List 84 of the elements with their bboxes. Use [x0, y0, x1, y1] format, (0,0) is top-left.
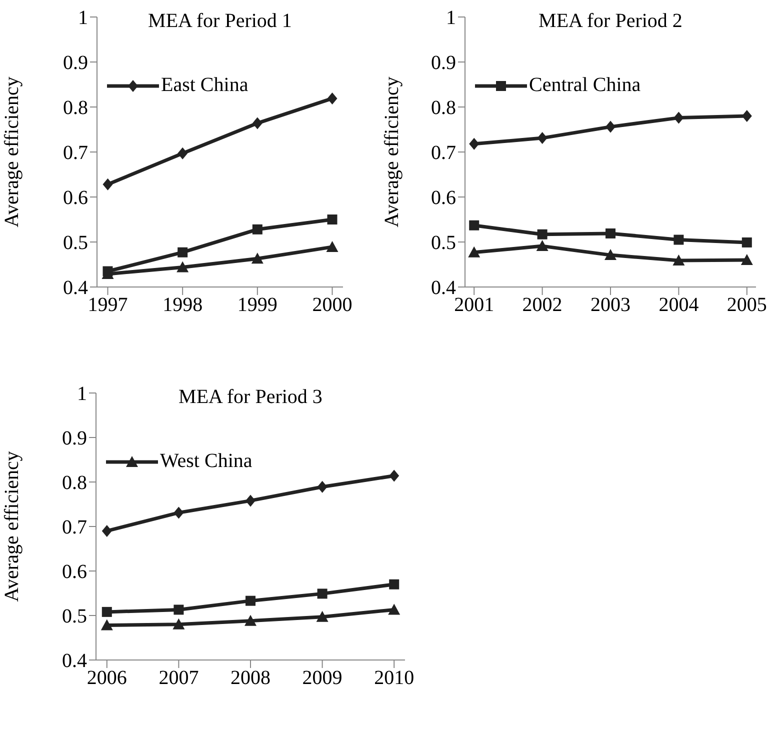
y-axis-title: Average efficiency [1, 451, 24, 602]
point [316, 610, 328, 622]
point [174, 506, 184, 519]
y-tick-label: 0.9 [63, 52, 88, 74]
x-tick-label: 2007 [158, 667, 199, 690]
point [178, 247, 188, 258]
point [102, 178, 113, 190]
point [102, 524, 112, 537]
y-tick-label: 0.6 [62, 561, 87, 584]
point [672, 254, 685, 266]
y-tick-label: 0.7 [431, 142, 456, 164]
x-tick-label: 1997 [88, 294, 128, 316]
chart-title: MEA for Period 2 [538, 10, 684, 33]
x-tick-label: 2003 [590, 294, 630, 316]
y-tick-label: 0.5 [62, 606, 87, 628]
x-tick-label: 2009 [302, 667, 342, 690]
point [674, 234, 684, 245]
y-tick-label: 0.4 [63, 277, 88, 300]
point [178, 147, 188, 160]
point [536, 240, 548, 252]
point [327, 214, 338, 224]
chart-title: MEA for Period 1 [147, 10, 293, 33]
y-tick-label: 0.7 [63, 142, 88, 164]
point [674, 112, 684, 124]
point [252, 117, 262, 130]
x-tick-label: 2005 [726, 294, 767, 316]
point [469, 138, 480, 150]
point [468, 246, 480, 258]
point [317, 588, 328, 599]
point [537, 132, 548, 144]
point [100, 619, 113, 630]
x-tick-label: 2008 [230, 667, 270, 690]
y-tick-label: 0.8 [62, 472, 87, 494]
y-tick-label: 0.4 [62, 650, 87, 672]
x-tick-label: 2002 [522, 294, 562, 316]
point [604, 249, 616, 260]
x-tick-label: 2000 [312, 294, 352, 316]
point [326, 240, 338, 252]
y-tick-label: 1 [77, 383, 87, 406]
point [740, 254, 753, 265]
y-tick-label: 0.6 [63, 187, 88, 210]
y-tick-label: 1 [446, 7, 456, 30]
point [176, 261, 189, 272]
y-tick-label: 0.8 [63, 97, 88, 120]
y-axis-title: Average efficiency [1, 76, 24, 228]
x-tick-label: 2010 [374, 667, 414, 690]
y-tick-label: 0.6 [431, 187, 456, 210]
point [606, 120, 616, 133]
chart-title: MEA for Period 3 [178, 386, 324, 409]
point [389, 470, 400, 482]
x-tick-label: 2001 [454, 294, 494, 316]
y-tick-label: 1 [78, 7, 88, 30]
x-tick-label: 2006 [86, 667, 127, 690]
y-axis-title: Average efficiency [381, 76, 404, 228]
point [172, 618, 185, 630]
x-tick-label: 1999 [237, 294, 278, 316]
y-tick-label: 0.7 [62, 516, 87, 539]
y-tick-label: 0.9 [62, 428, 87, 450]
point [252, 224, 262, 234]
point [389, 579, 400, 590]
y-tick-label: 0.5 [431, 232, 456, 254]
point [742, 237, 752, 248]
legend-label: Central China [529, 74, 641, 97]
y-tick-label: 0.5 [63, 232, 88, 254]
point [251, 252, 264, 264]
y-tick-label: 0.4 [431, 277, 456, 300]
point [244, 614, 256, 626]
point [246, 494, 256, 507]
x-tick-label: 2004 [658, 294, 699, 316]
point [537, 229, 548, 240]
x-tick-label: 1998 [162, 294, 203, 316]
point [317, 480, 328, 493]
point [742, 110, 752, 122]
point [102, 606, 112, 617]
point [388, 604, 400, 615]
point [174, 604, 184, 615]
point [246, 596, 256, 606]
legend-label: East China [161, 74, 248, 97]
point [469, 220, 480, 230]
point [327, 92, 338, 104]
legend-label: West China [160, 450, 252, 473]
y-tick-label: 0.8 [431, 97, 456, 120]
point [606, 228, 616, 238]
y-tick-label: 0.9 [431, 52, 456, 74]
